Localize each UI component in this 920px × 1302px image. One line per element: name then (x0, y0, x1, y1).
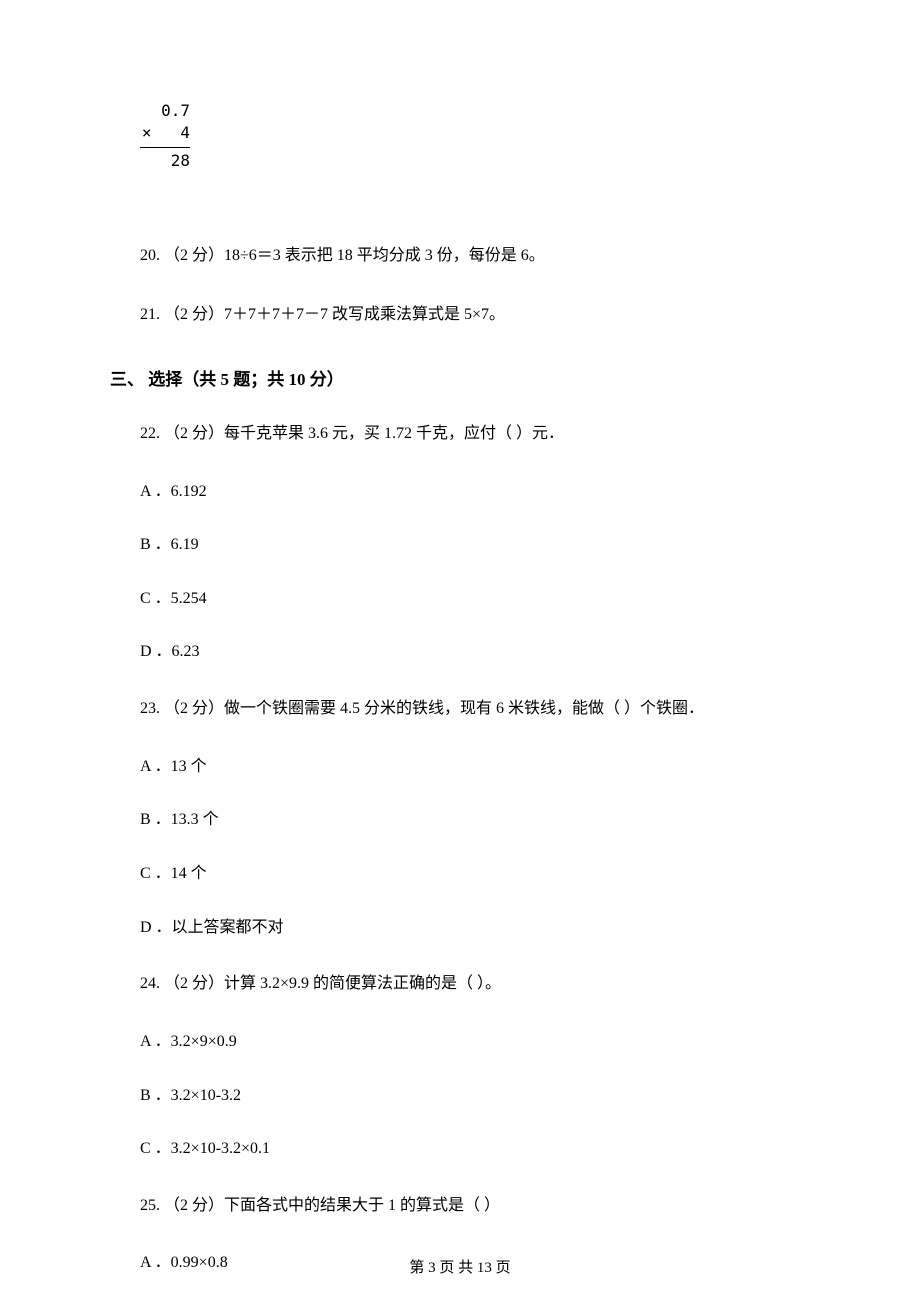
question-21: 21. （2 分）7＋7＋7＋7－7 改写成乘法算式是 5×7。 (110, 301, 810, 330)
q23-option-c: C ．14 个 (140, 861, 810, 887)
q22-option-d: D ．6.23 (140, 639, 810, 665)
section-3-heading: 三、 选择（共 5 题；共 10 分） (110, 365, 810, 390)
calc-result: 28 (140, 147, 190, 172)
q24-option-b: B ．3.2×10-3.2 (140, 1083, 810, 1109)
question-24: 24. （2 分）计算 3.2×9.9 的简便算法正确的是（ ）。 (110, 970, 810, 999)
q22-option-a: A ．6.192 (140, 479, 810, 505)
q24-option-a: A ．3.2×9×0.9 (140, 1029, 810, 1055)
question-22: 22. （2 分）每千克苹果 3.6 元，买 1.72 千克，应付（ ）元． (110, 420, 810, 449)
vertical-multiplication: 0.7 × 4 28 (110, 100, 810, 212)
page-footer: 第 3 页 共 13 页 (0, 1256, 920, 1277)
question-25: 25. （2 分）下面各式中的结果大于 1 的算式是（ ） (110, 1192, 810, 1221)
calc-operator-line: × 4 (140, 122, 190, 144)
q23-option-b: B ．13.3 个 (140, 807, 810, 833)
q23-option-a: A ．13 个 (140, 754, 810, 780)
q22-option-b: B ．6.19 (140, 532, 810, 558)
q22-option-c: C ．5.254 (140, 586, 810, 612)
q23-option-d: D ．以上答案都不对 (140, 915, 810, 941)
calc-top: 0.7 (140, 100, 190, 122)
q24-option-c: C ．3.2×10-3.2×0.1 (140, 1136, 810, 1162)
question-20: 20. （2 分）18÷6＝3 表示把 18 平均分成 3 份，每份是 6。 (110, 242, 810, 271)
question-23: 23. （2 分）做一个铁圈需要 4.5 分米的铁线，现有 6 米铁线，能做（ … (110, 695, 810, 724)
